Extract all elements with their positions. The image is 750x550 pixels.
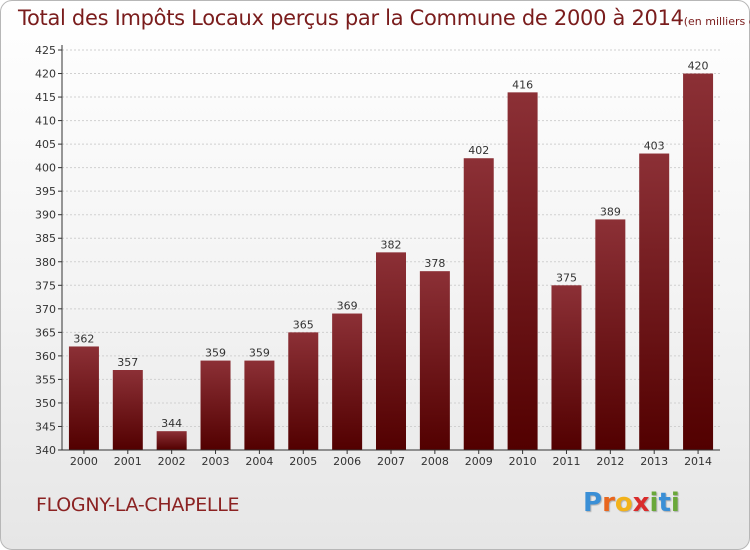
proxiti-logo: Proxiti	[583, 488, 680, 518]
value-labels: 362 357 344 359 359 365 369 382 378 402 416 375 389 4…	[73, 60, 708, 431]
y-tick-label: 415	[35, 91, 56, 104]
bar	[244, 360, 275, 450]
x-tick-label: 2011	[552, 455, 580, 468]
x-tick-label: 2009	[465, 455, 493, 468]
bar	[288, 332, 319, 450]
logo-letter: x	[632, 488, 650, 518]
bar	[507, 92, 538, 451]
y-tick-label: 420	[35, 68, 56, 81]
bar-value-label: 344	[161, 417, 182, 430]
y-tick-label: 360	[35, 350, 56, 363]
x-tick-label: 2008	[421, 455, 449, 468]
y-tick-label: 350	[35, 397, 56, 410]
logo-letter: i	[670, 488, 680, 518]
bar	[112, 370, 143, 450]
x-tick-label: 2010	[509, 455, 537, 468]
axes: 340 345 350 355 360 365 370 375 380 385 390 395 400 4…	[35, 44, 720, 468]
y-tick-label: 370	[35, 303, 56, 316]
bar-value-label: 369	[337, 300, 358, 313]
logo-letter: o	[614, 488, 633, 518]
y-tick-label: 395	[35, 185, 56, 198]
bar	[419, 271, 450, 450]
y-tick-label: 385	[35, 232, 56, 245]
logo-letter: P	[583, 488, 603, 518]
y-tick-label: 410	[35, 115, 56, 128]
commune-name: FLOGNY-LA-CHAPELLE	[36, 494, 240, 516]
bar-value-label: 420	[688, 60, 709, 73]
y-tick-label: 375	[35, 279, 56, 292]
y-tick-label: 400	[35, 162, 56, 175]
bar-value-label: 359	[205, 347, 226, 360]
chart-title-unit: (en milliers d'€)	[683, 15, 750, 28]
bar-value-label: 375	[556, 271, 577, 284]
bar	[595, 219, 626, 450]
x-tick-label: 2003	[202, 455, 230, 468]
y-tick-label: 355	[35, 373, 56, 386]
bar	[463, 158, 494, 450]
bar-value-label: 389	[600, 205, 621, 218]
bar	[551, 285, 582, 450]
y-tick-label: 340	[35, 444, 56, 457]
x-tick-label: 2005	[289, 455, 317, 468]
y-tick-label: 380	[35, 256, 56, 269]
logo-letter: r	[602, 488, 615, 518]
bar-value-label: 378	[424, 257, 445, 270]
bar-value-label: 362	[73, 332, 94, 345]
x-tick-label: 2001	[114, 455, 142, 468]
logo-letter: i	[649, 488, 659, 518]
bars	[68, 73, 714, 451]
bar	[68, 346, 99, 450]
y-tick-label: 345	[35, 420, 56, 433]
bar	[639, 153, 670, 450]
x-tick-label: 2012	[596, 455, 624, 468]
bar	[156, 431, 187, 450]
logo-letter: t	[658, 488, 671, 518]
x-tick-label: 2007	[377, 455, 405, 468]
x-tick-label: 2014	[684, 455, 712, 468]
y-tick-label: 390	[35, 209, 56, 222]
bar-value-label: 357	[117, 356, 138, 369]
x-tick-label: 2013	[640, 455, 668, 468]
x-tick-label: 2000	[70, 455, 98, 468]
bar-value-label: 359	[249, 347, 270, 360]
bar-value-label: 416	[512, 78, 533, 91]
bar	[376, 252, 406, 450]
y-tick-label: 365	[35, 326, 56, 339]
bar	[332, 313, 363, 450]
bar	[200, 360, 231, 450]
bar-value-label: 403	[644, 140, 665, 153]
chart-title-main: Total des Impôts Locaux perçus par la Co…	[18, 6, 684, 30]
x-tick-label: 2002	[158, 455, 186, 468]
bar-value-label: 365	[293, 318, 314, 331]
y-tick-label: 405	[35, 138, 56, 151]
y-tick-label: 425	[35, 44, 56, 57]
x-tick-label: 2004	[245, 455, 273, 468]
bar-value-label: 382	[381, 238, 402, 251]
bar	[683, 73, 714, 450]
chart-title: Total des Impôts Locaux perçus par la Co…	[18, 6, 750, 30]
bar-value-label: 402	[468, 144, 489, 157]
x-tick-label: 2006	[333, 455, 361, 468]
